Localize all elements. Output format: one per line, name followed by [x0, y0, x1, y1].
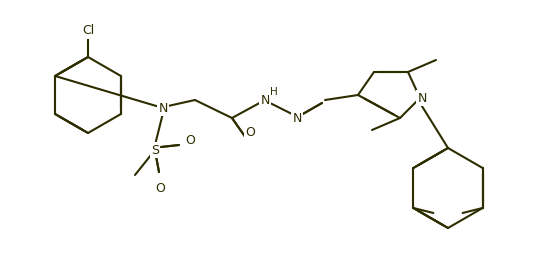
Text: O: O [245, 126, 255, 140]
Text: N: N [260, 94, 270, 107]
Text: N: N [292, 111, 302, 125]
Text: H: H [270, 87, 278, 97]
Text: S: S [151, 143, 159, 157]
Text: O: O [155, 182, 165, 194]
Text: N: N [158, 101, 168, 115]
Text: O: O [185, 133, 195, 147]
Text: N: N [417, 91, 427, 104]
Text: Cl: Cl [82, 24, 94, 37]
